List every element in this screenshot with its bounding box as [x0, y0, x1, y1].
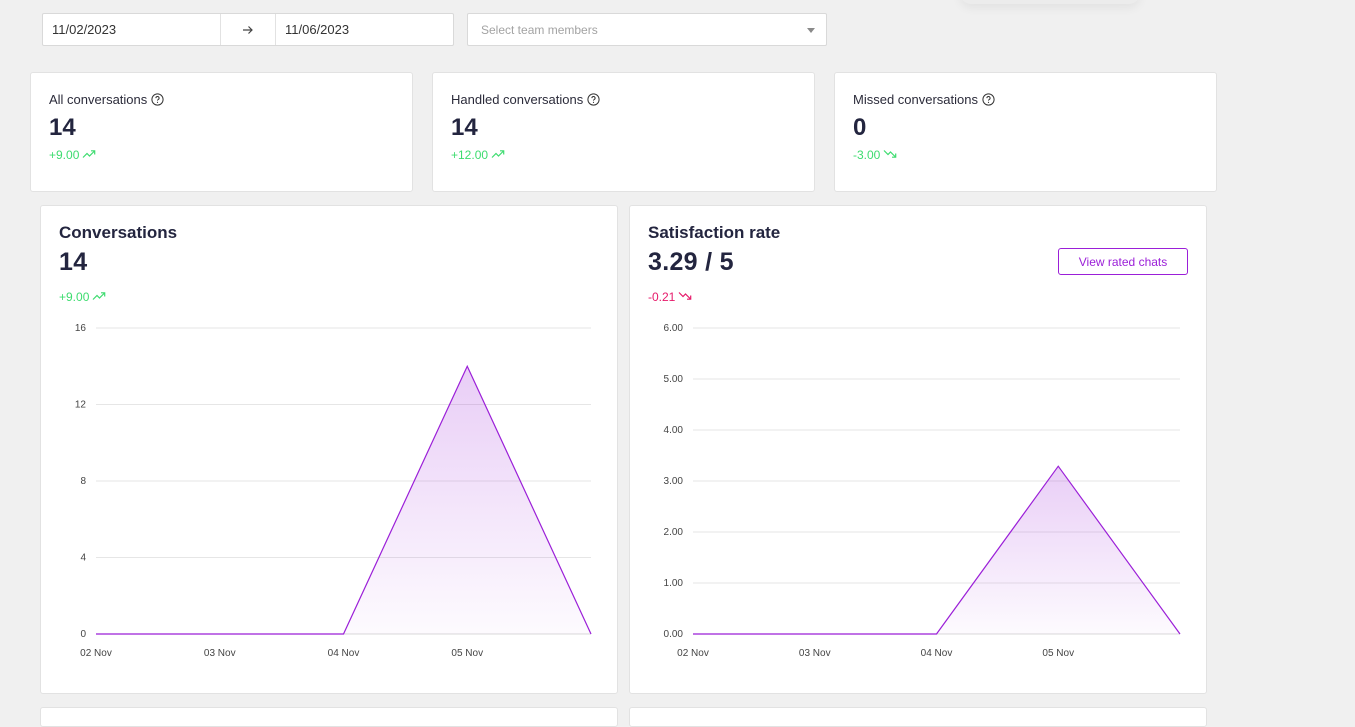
chart-title: Conversations: [59, 223, 177, 243]
y-tick-label: 6.00: [664, 323, 684, 334]
team-select-placeholder: Select team members: [481, 23, 598, 37]
y-tick-label: 0: [80, 629, 86, 640]
x-tick-label: 04 Nov: [328, 648, 360, 659]
next-card-left: [40, 707, 618, 727]
conversations-chart-card: 0 4 8 12 16 02 Nov 03 Nov 04 Nov 05 Nov Conversa…: [40, 205, 618, 694]
x-tick-label: 02 Nov: [80, 648, 112, 659]
trend-value: -3.00: [853, 148, 880, 162]
stat-label: Missed conversations: [853, 92, 978, 107]
y-tick-label: 12: [75, 400, 87, 411]
trend-down-icon: [883, 148, 897, 162]
stat-trend: +12.00: [451, 148, 814, 162]
view-rated-chats-button[interactable]: View rated chats: [1058, 248, 1188, 275]
help-icon[interactable]: [587, 93, 600, 106]
stat-card-missed-conversations: Missed conversations 0 -3.00: [834, 72, 1217, 192]
end-date-value: 11/06/2023: [285, 22, 349, 37]
x-tick-label: 03 Nov: [204, 648, 236, 659]
chart-trend: +9.00: [59, 290, 106, 304]
trend-value: +9.00: [49, 148, 79, 162]
x-tick-label: 03 Nov: [799, 648, 831, 659]
conversations-chart: 0 4 8 12 16 02 Nov 03 Nov 04 Nov 05 Nov: [41, 206, 619, 695]
trend-value: -0.21: [648, 290, 675, 304]
stat-value: 14: [49, 113, 412, 143]
next-card-right: [629, 707, 1207, 727]
chart-title: Satisfaction rate: [648, 223, 780, 243]
chevron-down-icon: [807, 28, 815, 33]
x-tick-label: 04 Nov: [921, 648, 953, 659]
stat-card-all-conversations: All conversations 14 +9.00: [30, 72, 413, 192]
start-date-input[interactable]: 11/02/2023: [43, 14, 221, 45]
trend-up-icon: [92, 290, 106, 304]
y-tick-label: 5.00: [664, 374, 684, 385]
chart-total: 14: [59, 248, 87, 277]
chart-total: 3.29 / 5: [648, 248, 734, 277]
trend-up-icon: [491, 148, 505, 162]
y-tick-label: 4: [80, 553, 86, 564]
help-icon[interactable]: [151, 93, 164, 106]
trend-value: +12.00: [451, 148, 488, 162]
help-icon[interactable]: [982, 93, 995, 106]
y-tick-label: 4.00: [664, 425, 684, 436]
satisfaction-chart: 0.00 1.00 2.00 3.00 4.00 5.00 6.00 02 Nov 03 Nov…: [630, 206, 1208, 695]
y-tick-label: 2.00: [664, 527, 684, 538]
x-tick-label: 05 Nov: [451, 648, 483, 659]
stat-card-handled-conversations: Handled conversations 14 +12.00: [432, 72, 815, 192]
series-area: [96, 366, 591, 634]
trend-up-icon: [82, 148, 96, 162]
y-tick-label: 8: [80, 476, 86, 487]
stat-trend: -3.00: [853, 148, 1216, 162]
end-date-input[interactable]: 11/06/2023: [276, 14, 453, 45]
x-tick-label: 02 Nov: [677, 648, 709, 659]
floating-shadow: [960, 0, 1140, 4]
y-tick-label: 3.00: [664, 476, 684, 487]
trend-value: +9.00: [59, 290, 89, 304]
stat-label: Handled conversations: [451, 92, 583, 107]
start-date-value: 11/02/2023: [52, 22, 116, 37]
date-range-picker[interactable]: 11/02/2023 11/06/2023: [42, 13, 454, 46]
team-members-select[interactable]: Select team members: [467, 13, 827, 46]
arrow-right-icon: [221, 14, 276, 45]
stat-label: All conversations: [49, 92, 147, 107]
stat-label-row: Handled conversations: [451, 92, 814, 107]
satisfaction-chart-card: 0.00 1.00 2.00 3.00 4.00 5.00 6.00 02 Nov 03 Nov…: [629, 205, 1207, 694]
stat-value: 14: [451, 113, 814, 143]
stat-label-row: All conversations: [49, 92, 412, 107]
x-tick-label: 05 Nov: [1042, 648, 1074, 659]
trend-down-icon: [678, 290, 692, 304]
y-tick-label: 16: [75, 323, 87, 334]
y-tick-label: 0.00: [664, 629, 684, 640]
stat-value: 0: [853, 113, 1216, 143]
stat-trend: +9.00: [49, 148, 412, 162]
y-tick-label: 1.00: [664, 578, 684, 589]
chart-trend: -0.21: [648, 290, 692, 304]
stat-label-row: Missed conversations: [853, 92, 1216, 107]
series-area: [693, 466, 1180, 634]
